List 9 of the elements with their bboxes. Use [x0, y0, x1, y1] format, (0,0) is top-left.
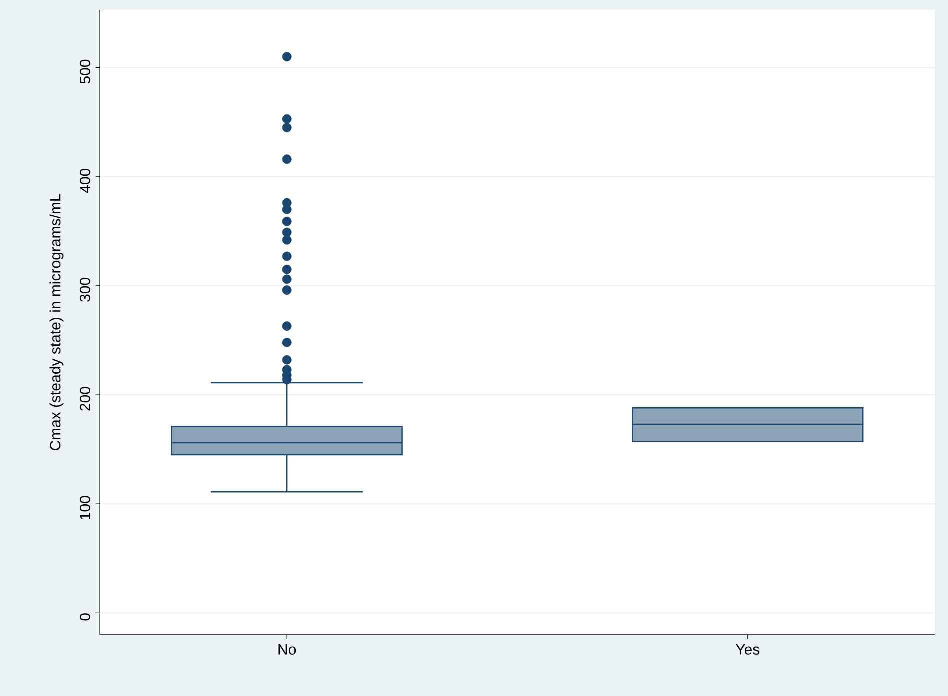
x-tick-label: Yes	[736, 644, 760, 655]
y-tick-label: 400	[80, 168, 91, 194]
y-tick-label: 100	[80, 496, 91, 520]
y-axis-title: Cmax (steady state) in micrograms/mL	[50, 194, 64, 450]
y-tick-label: 200	[80, 387, 91, 411]
y-tick-label: 300	[80, 278, 91, 302]
x-tick-label: No	[278, 644, 296, 655]
y-tick-label: 500	[80, 60, 91, 84]
y-tick-label: 0	[80, 614, 91, 621]
